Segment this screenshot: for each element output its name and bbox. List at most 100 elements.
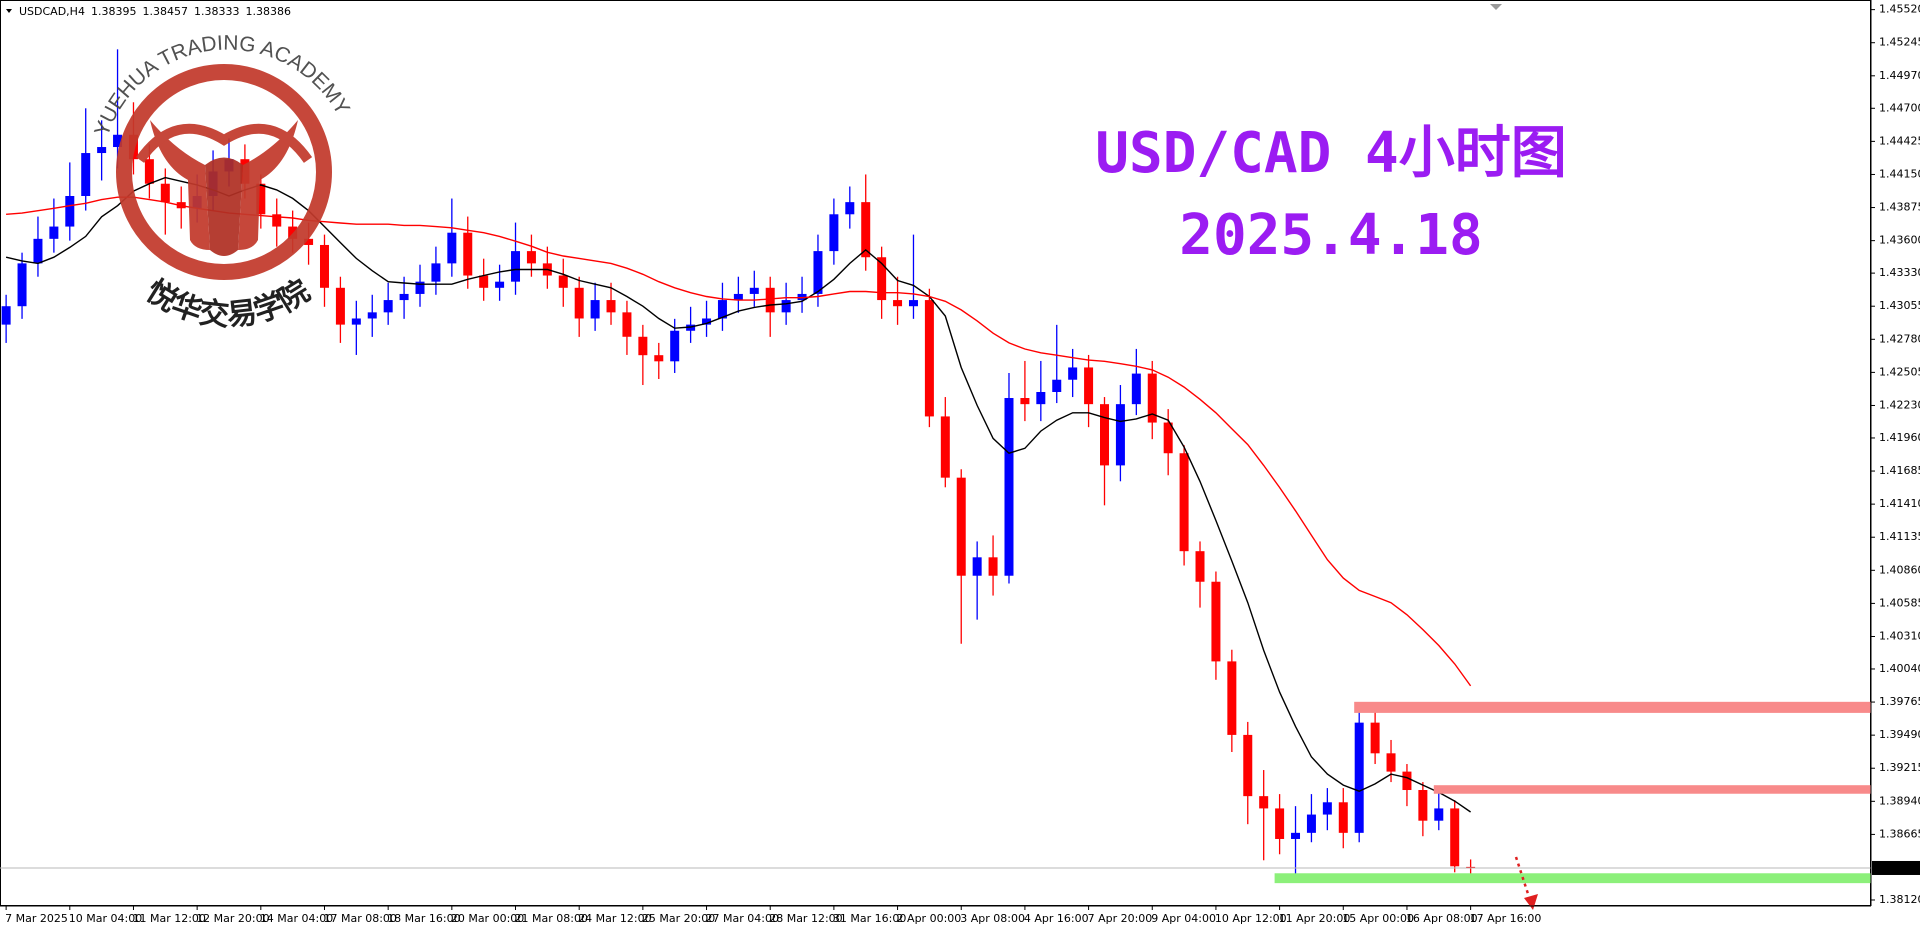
y-tick-label: 1.38940: [1879, 794, 1920, 807]
candle-body: [988, 557, 998, 576]
logo-head: [205, 157, 243, 256]
candle-body: [670, 330, 680, 362]
candle-body: [1163, 422, 1173, 454]
candle-body: [1020, 398, 1030, 405]
candle-body: [1147, 373, 1157, 423]
candle-body: [749, 287, 759, 294]
y-tick-label: 1.44700: [1879, 101, 1920, 114]
x-tick-label: 11 Mar 12:00: [132, 912, 205, 925]
candle-body: [351, 318, 361, 325]
candle-body: [1434, 808, 1444, 821]
candle-body: [335, 287, 345, 325]
x-tick-label: 4 Apr 16:00: [1024, 912, 1089, 925]
logo-arc: [135, 123, 313, 163]
candle-body: [1068, 367, 1078, 380]
candle-body: [702, 318, 712, 325]
candle-body: [447, 232, 457, 264]
candle-body: [1322, 802, 1332, 815]
candle-body: [1402, 771, 1412, 791]
candle-body: [288, 226, 298, 239]
candle-body: [65, 195, 75, 227]
y-tick-label: 1.41135: [1879, 530, 1920, 543]
candle-body: [1227, 661, 1237, 735]
candle-body: [622, 312, 632, 337]
last-high: 1.38457: [142, 5, 188, 18]
candle-body: [511, 251, 521, 282]
y-tick-label: 1.40040: [1879, 662, 1920, 675]
x-tick-label: 10 Mar 04:00: [69, 912, 142, 925]
candle-body: [463, 232, 473, 276]
candle-body: [956, 477, 966, 576]
y-tick-label: 1.43055: [1879, 299, 1920, 312]
price-zone: [1433, 785, 1871, 794]
candle-body: [97, 147, 107, 154]
current-price-box: [1872, 860, 1920, 875]
x-tick-label: 25 Mar 20:00: [642, 912, 715, 925]
candle-body: [765, 287, 775, 313]
candle-body: [1259, 796, 1269, 809]
candle-body: [367, 312, 377, 319]
candle-body: [574, 287, 584, 319]
y-tick-label: 1.38665: [1879, 827, 1920, 840]
y-tick-label: 1.42230: [1879, 398, 1920, 411]
x-tick-label: 18 Mar 16:00: [387, 912, 460, 925]
candle-body: [813, 251, 823, 294]
y-tick-label: 1.43330: [1879, 266, 1920, 279]
y-tick-label: 1.41410: [1879, 497, 1920, 510]
candle-body: [17, 263, 27, 307]
candle-body: [1004, 398, 1014, 576]
candle-body: [1306, 814, 1316, 833]
candle-body: [256, 183, 266, 215]
candle-body: [49, 226, 59, 239]
x-tick-label: 7 Mar 2025: [5, 912, 68, 925]
x-tick-label: 9 Apr 04:00: [1151, 912, 1216, 925]
candle-body: [113, 134, 123, 148]
candle-body: [415, 281, 425, 294]
candle-body: [1195, 551, 1205, 582]
symbol-header: USDCAD,H4 1.38395 1.38457 1.38333 1.38386: [19, 5, 291, 18]
y-tick-label: 1.40585: [1879, 596, 1920, 609]
candle-body: [526, 251, 536, 264]
y-tick-label: 1.41960: [1879, 431, 1920, 444]
candle-body: [495, 281, 505, 288]
candle-body: [1099, 404, 1109, 466]
y-tick-label: 1.45245: [1879, 36, 1920, 49]
candle-body: [829, 214, 839, 252]
y-tick-label: 1.38120: [1879, 893, 1920, 906]
candle-body: [1036, 391, 1046, 405]
x-tick-label: 12 Mar 20:00: [196, 912, 269, 925]
last-low: 1.38333: [194, 5, 240, 18]
symbol: USDCAD,H4: [19, 5, 85, 18]
candle-body: [606, 300, 616, 313]
price-zone: [1274, 873, 1871, 884]
candle-body: [1084, 367, 1094, 405]
y-tick-label: 1.42780: [1879, 332, 1920, 345]
candle-body: [558, 275, 568, 288]
x-tick-label: 7 Apr 20:00: [1088, 912, 1153, 925]
y-tick-label: 1.43875: [1879, 201, 1920, 214]
y-tick-label: 1.45520: [1879, 3, 1920, 16]
candle-body: [638, 336, 648, 356]
candle-body: [940, 416, 950, 478]
price-zone: [1354, 701, 1871, 713]
projection-arrow: [1514, 856, 1538, 910]
candle-body: [399, 293, 409, 301]
chart-date: 2025.4.18: [1179, 203, 1482, 268]
candle-body: [1211, 581, 1221, 662]
candle-body: [1275, 808, 1285, 839]
y-tick-label: 1.44425: [1879, 134, 1920, 147]
candle-body: [924, 300, 934, 417]
x-tick-label: 15 Apr 00:00: [1342, 912, 1414, 925]
symbol-menu-arrow: [6, 9, 12, 13]
logo-horn-right: [238, 120, 298, 250]
y-tick-label: 1.42505: [1879, 365, 1920, 378]
y-tick-label: 1.40860: [1879, 563, 1920, 576]
x-tick-label: 31 Mar 16:00: [833, 912, 906, 925]
candle-body: [1354, 722, 1364, 833]
candle-body: [1131, 373, 1141, 405]
logo-horn-left: [150, 120, 210, 250]
current-price-label: 1.38386: [1876, 861, 1920, 874]
x-tick-label: 20 Mar 00:00: [451, 912, 524, 925]
